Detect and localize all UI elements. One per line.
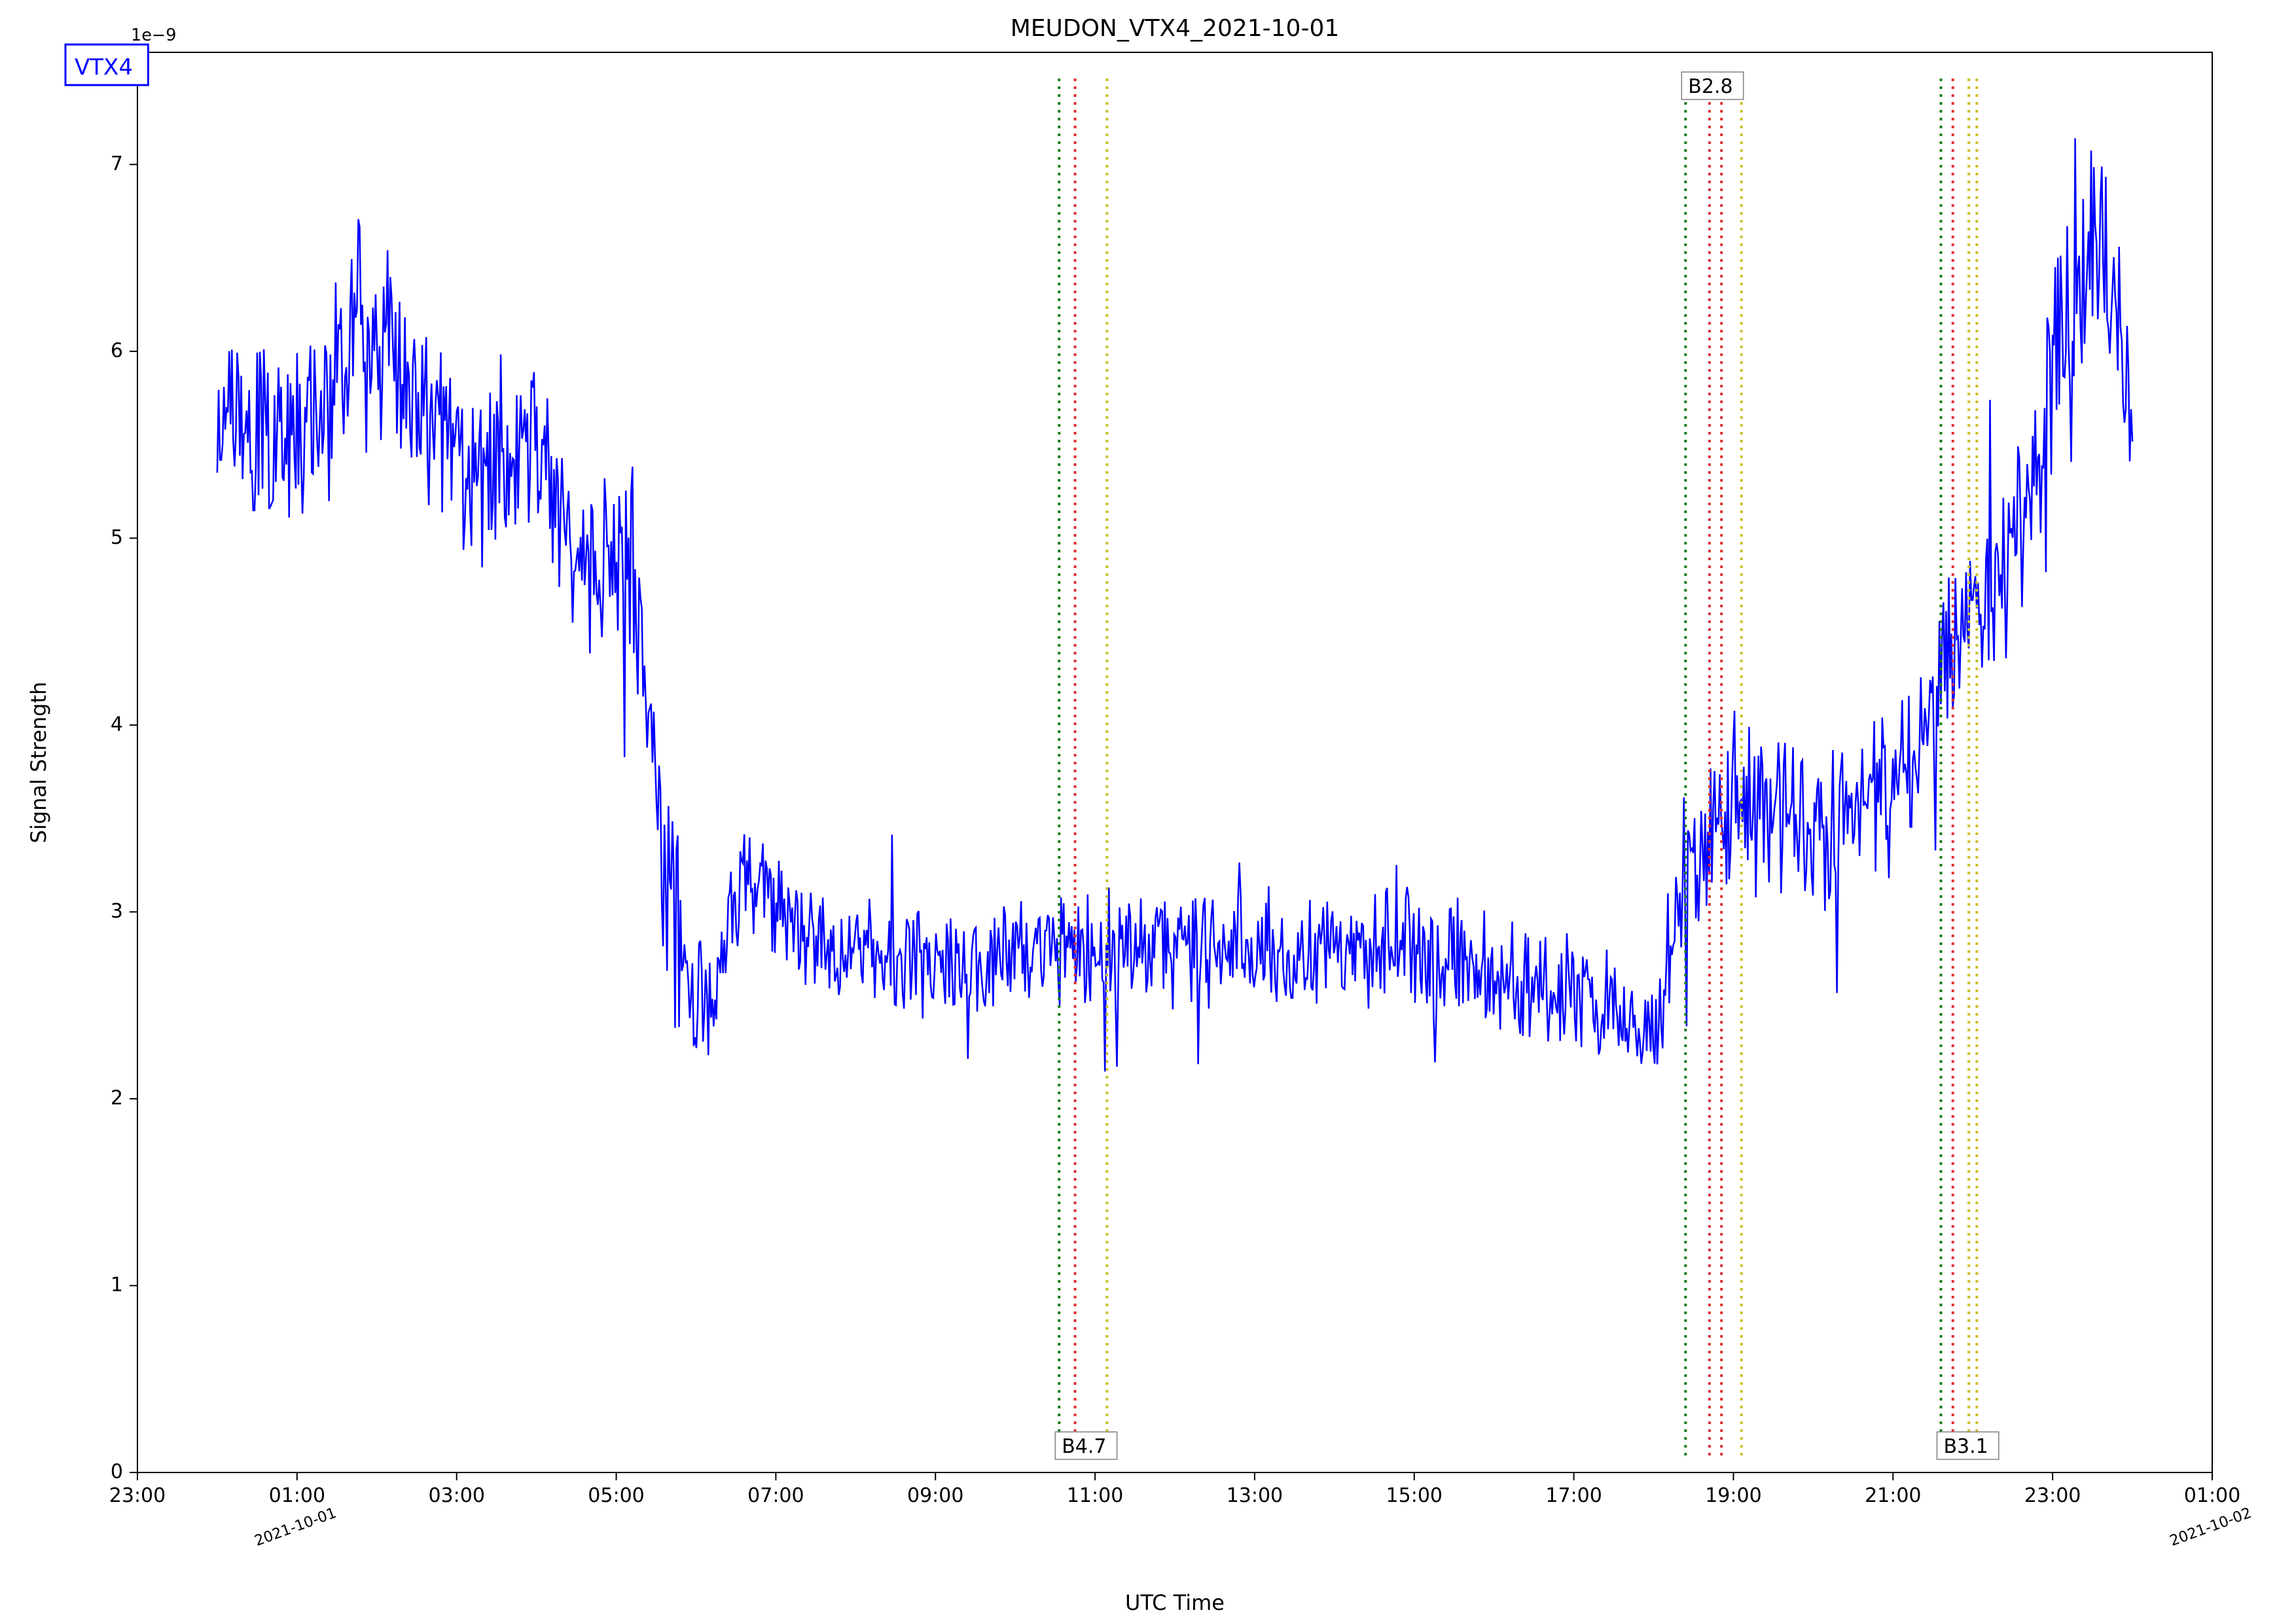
x-tick-label: 11:00 (1067, 1484, 1123, 1507)
legend-label: VTX4 (75, 54, 133, 80)
y-tick-label: 0 (111, 1461, 123, 1484)
y-tick-label: 7 (111, 152, 123, 175)
y-axis-label: Signal Strength (26, 682, 51, 844)
x-tick-label: 19:00 (1705, 1484, 1761, 1507)
x-axis-label: UTC Time (1125, 1590, 1225, 1615)
x-tick-label: 01:00 (269, 1484, 325, 1507)
event-label: B2.8 (1688, 75, 1732, 98)
x-tick-label: 17:00 (1545, 1484, 1602, 1507)
x-tick-label: 23:00 (2024, 1484, 2081, 1507)
y-tick-label: 4 (111, 713, 123, 736)
y-tick-label: 6 (111, 339, 123, 362)
y-tick-label: 1 (111, 1274, 123, 1296)
x-tick-label: 03:00 (428, 1484, 484, 1507)
x-tick-label: 07:00 (747, 1484, 804, 1507)
x-tick-label: 13:00 (1227, 1484, 1283, 1507)
y-exponent: 1e−9 (131, 26, 177, 45)
x-tick-label: 01:00 (2184, 1484, 2240, 1507)
chart-title: MEUDON_VTX4_2021-10-01 (1011, 15, 1340, 42)
y-tick-label: 5 (111, 526, 123, 549)
x-tick-label: 21:00 (1865, 1484, 1921, 1507)
x-tick-label: 23:00 (109, 1484, 166, 1507)
event-label: B4.7 (1062, 1435, 1106, 1458)
event-label: B3.1 (1943, 1435, 1988, 1458)
y-tick-label: 3 (111, 900, 123, 923)
x-tick-label: 15:00 (1386, 1484, 1443, 1507)
signal-chart: 0 1 2 3 4 5 6 7 1e−9 23:00 01:00 03:00 05:00 07:00 09:… (0, 0, 2296, 1623)
x-tick-label: 05:00 (588, 1484, 644, 1507)
y-tick-label: 2 (111, 1086, 123, 1109)
x-tick-label: 09:00 (907, 1484, 963, 1507)
